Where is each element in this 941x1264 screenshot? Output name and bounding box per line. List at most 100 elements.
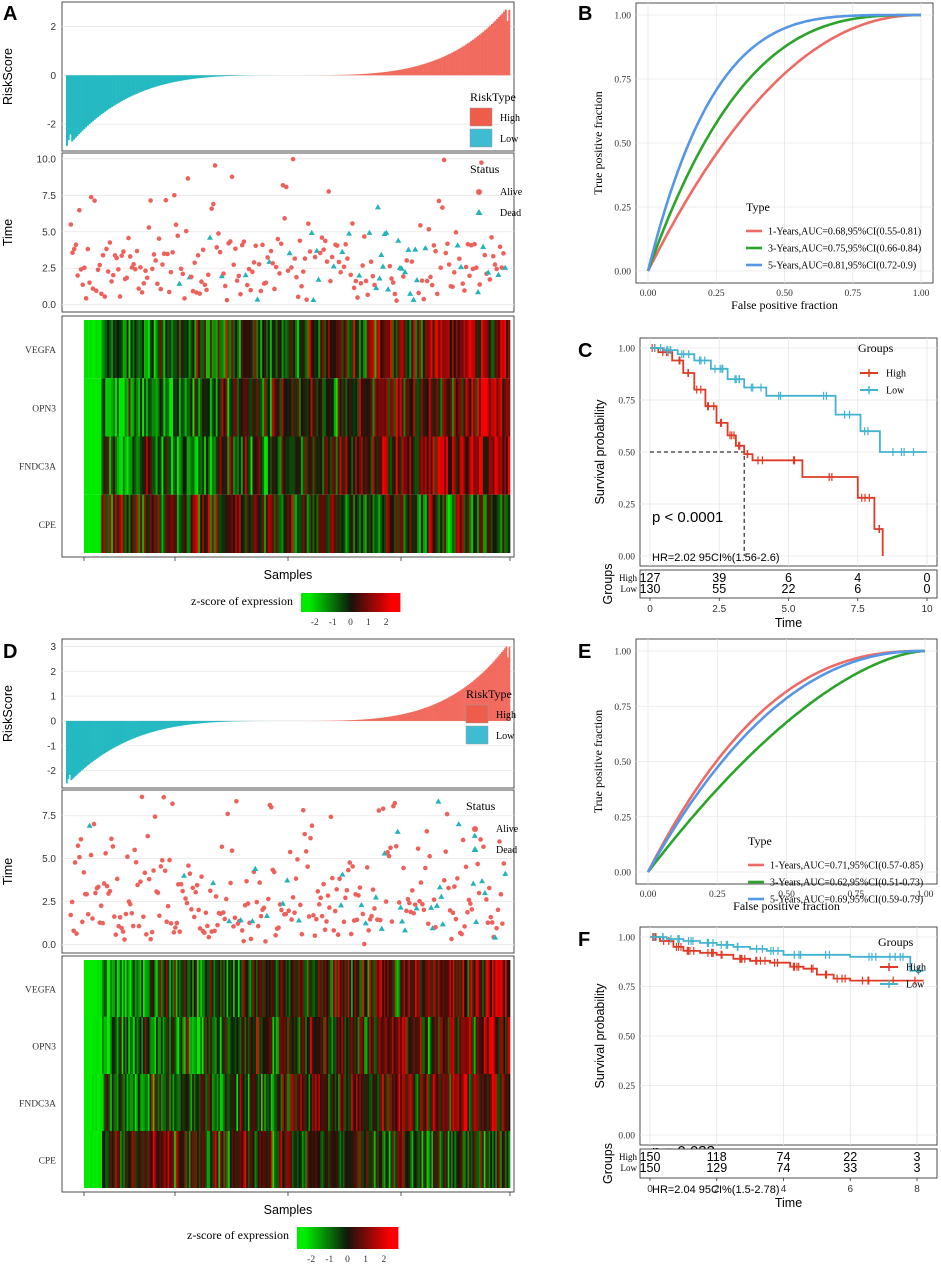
alive-point <box>180 888 185 894</box>
heatmap-cell <box>129 1074 132 1131</box>
alive-point <box>319 913 325 919</box>
colorbar-segment <box>315 1227 318 1249</box>
alive-point <box>166 289 172 295</box>
risk-bar <box>439 58 442 76</box>
risk-bar <box>167 75 170 84</box>
heatmap-cell <box>238 960 241 1017</box>
heatmap-cell <box>328 960 331 1017</box>
heatmap-cell <box>321 1017 324 1074</box>
risk-bar <box>100 75 103 115</box>
heatmap-cell <box>431 1074 434 1131</box>
heatmap-cell <box>337 378 340 437</box>
heatmap-cell <box>437 1074 440 1131</box>
heatmap-cell <box>459 378 462 437</box>
heatmap-cell <box>180 320 184 379</box>
heatmap-cell <box>430 378 433 437</box>
heatmap-cell <box>455 320 459 379</box>
alive-point <box>161 251 167 257</box>
risk-bar <box>124 75 127 99</box>
heatmap-cell <box>107 320 110 379</box>
heatmap-cell <box>357 1131 360 1188</box>
heatmap-cell <box>488 1131 491 1188</box>
heatmap-cell <box>426 436 430 495</box>
dead-point <box>398 265 405 271</box>
alive-point <box>324 919 329 924</box>
heatmap-cell <box>448 378 451 437</box>
risk-bar <box>508 646 511 721</box>
alive-point <box>88 194 94 200</box>
heatmap-cell <box>95 1017 98 1074</box>
heatmap-cell <box>186 494 189 553</box>
risk-bar <box>364 73 367 76</box>
heatmap-cell <box>236 436 240 495</box>
heatmap-cell <box>228 1074 231 1131</box>
heatmap-cell <box>277 1017 280 1074</box>
heatmap-cell <box>347 436 350 495</box>
risk-table-value: 22 <box>782 582 796 596</box>
colorbar-tick-label: 0 <box>348 618 353 628</box>
risk-bar <box>94 720 96 760</box>
heatmap-cell <box>95 436 98 495</box>
heatmap-cell <box>167 960 170 1017</box>
heatmap-cell <box>269 1131 272 1188</box>
heatmap-cell <box>105 320 108 379</box>
heatmap-cell <box>167 1074 170 1131</box>
heatmap-cell <box>351 320 354 379</box>
heatmap-cell <box>434 320 437 379</box>
heatmap-cell <box>335 436 339 495</box>
heatmap-cell <box>211 436 215 495</box>
heatmap-cell <box>155 320 158 379</box>
heatmap-cell <box>252 320 255 379</box>
heatmap-cell <box>375 1074 378 1131</box>
risk-bar <box>419 709 422 721</box>
risk-bar <box>70 720 73 781</box>
risk-bar <box>208 720 210 723</box>
risk-bar <box>69 75 72 135</box>
heatmap-cell <box>500 960 503 1017</box>
alive-point <box>343 895 348 901</box>
heatmap-cell <box>365 1131 368 1188</box>
heatmap-cell <box>209 378 213 437</box>
heatmap-cell <box>355 320 358 379</box>
alive-point <box>73 242 79 248</box>
heatmap-cell <box>141 960 144 1017</box>
heatmap-cell <box>171 494 174 553</box>
heatmap-cell <box>410 960 413 1017</box>
alive-point <box>215 922 220 928</box>
alive-point <box>161 794 167 800</box>
alive-point <box>188 274 194 280</box>
heatmap-cell <box>346 1017 349 1074</box>
heatmap-cell <box>183 960 186 1017</box>
risk-bar <box>211 720 213 723</box>
heatmap-cell <box>438 320 441 379</box>
heatmap-cell <box>210 1017 213 1074</box>
heatmap-cell <box>113 1131 116 1188</box>
alive-point <box>314 916 319 922</box>
heatmap-cell <box>405 494 408 553</box>
risk-bar <box>464 687 466 721</box>
heatmap-cell <box>188 494 191 553</box>
heatmap-cell <box>494 320 497 379</box>
risk-bar <box>406 68 409 76</box>
risk-table-value: 0 <box>924 582 931 596</box>
heatmap-cell <box>346 1131 349 1188</box>
heatmap-cell <box>436 320 439 379</box>
heatmap-cell <box>157 1017 160 1074</box>
heatmap-cell <box>93 1017 96 1074</box>
alive-point <box>415 846 421 851</box>
km-legend-title: Groups <box>858 341 894 355</box>
dead-point <box>339 248 346 254</box>
risk-bar <box>128 75 131 98</box>
heatmap-cell <box>128 1074 131 1131</box>
alive-point <box>431 243 437 248</box>
heatmap-cell <box>486 494 490 553</box>
alive-point <box>481 844 486 850</box>
heatmap-cell <box>329 494 333 553</box>
heatmap-cell <box>376 494 379 553</box>
heatmap-cell <box>477 494 480 553</box>
alive-point <box>109 836 114 842</box>
alive-point <box>463 264 469 270</box>
alive-point <box>205 272 211 278</box>
heatmap-cell <box>169 494 172 553</box>
heatmap-cell <box>221 1074 224 1131</box>
